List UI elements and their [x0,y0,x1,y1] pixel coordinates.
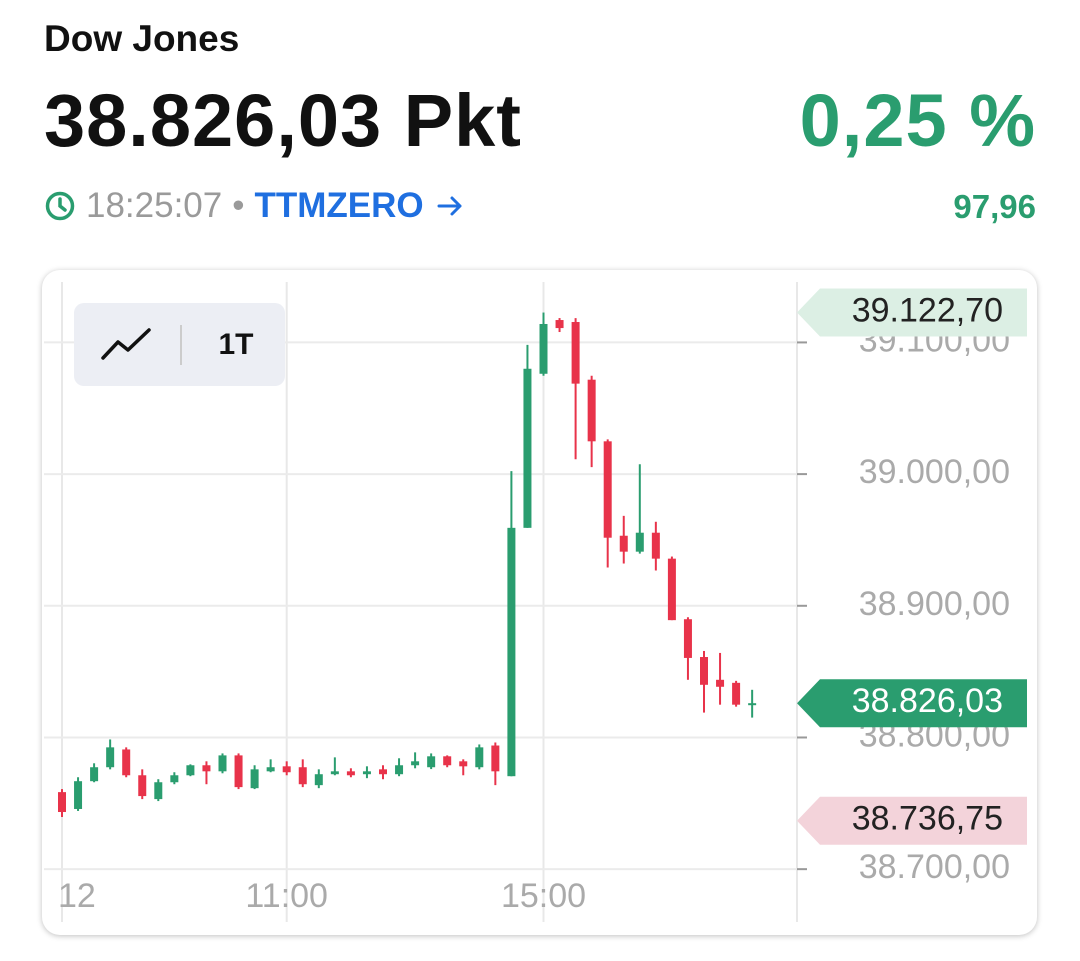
x-tick-label: 11:00 [245,877,328,915]
candle-body [186,765,195,776]
candle-body [346,771,355,776]
candle-body [170,775,179,783]
candle-body [651,532,660,559]
change-points: 97,96 [953,188,1036,225]
candle-body [716,679,725,687]
y-tick-label: 39.000,00 [859,453,1010,491]
candle-body [90,767,99,782]
source-link[interactable]: TTMZERO [254,186,424,225]
range-label[interactable]: 1T [218,328,253,361]
candle-body [619,535,628,552]
candle-body [58,792,66,813]
arrow-icon[interactable] [434,190,466,222]
index-name: Dow Jones [44,18,240,59]
candle-body [732,682,741,705]
x-tick-label: 12 [58,877,96,915]
candle-body [138,775,147,797]
meta-row: 18:25:07 • TTMZERO [44,186,466,226]
line-chart-icon[interactable] [101,328,151,360]
change-percent: 0,25 % [799,79,1036,162]
candle-body [427,756,436,768]
candle-body [603,441,612,538]
candle-body [587,379,596,442]
price-tag [797,679,1027,728]
candle-body [362,771,371,775]
price-tag-label: 39.122,70 [852,292,1003,330]
candle-body [475,747,484,768]
candle-body [571,322,580,384]
candle-body [282,766,291,773]
candle-body [507,527,516,777]
candle-body [667,558,676,621]
y-tick-label: 38.900,00 [859,585,1010,623]
candle-body [748,703,757,706]
candle-body [635,532,644,552]
candle-body [459,761,468,767]
clock-icon [45,191,75,221]
candle-body [250,769,259,789]
candle-body [106,747,115,768]
candle-body [443,756,452,766]
price-tag-label: 38.826,03 [852,682,1003,720]
candle-body [218,755,227,772]
candle-body [266,767,275,772]
x-tick-label: 15:00 [501,877,586,915]
candle-body [122,749,131,776]
candle-body [379,769,387,775]
range-control[interactable]: 1T [74,303,285,386]
candles: 39.122,70 38.826,03 38.736,75 [58,288,1027,845]
candle-body [154,782,163,800]
separator: • [232,186,245,225]
candle-body [395,765,404,775]
candle-body [411,761,420,766]
candle-body [555,320,564,329]
candle-body [234,755,243,788]
y-tick-label: 38.700,00 [859,848,1010,886]
price-tag [797,288,1027,337]
candle-body [683,619,692,658]
candle-body [202,765,211,772]
candle-body [314,774,323,786]
candle-body [330,771,339,775]
candle-body [74,781,83,809]
candle-body [491,745,500,772]
price-tag-label: 38.736,75 [852,800,1003,838]
candle-body [298,767,307,785]
control-bg[interactable] [74,303,285,386]
time: 18:25:07 [86,186,223,225]
candle-body [700,657,708,685]
price-tag [797,796,1027,845]
candle-body [523,368,532,528]
candle-body [539,323,548,374]
price: 38.826,03 Pkt [44,79,522,162]
